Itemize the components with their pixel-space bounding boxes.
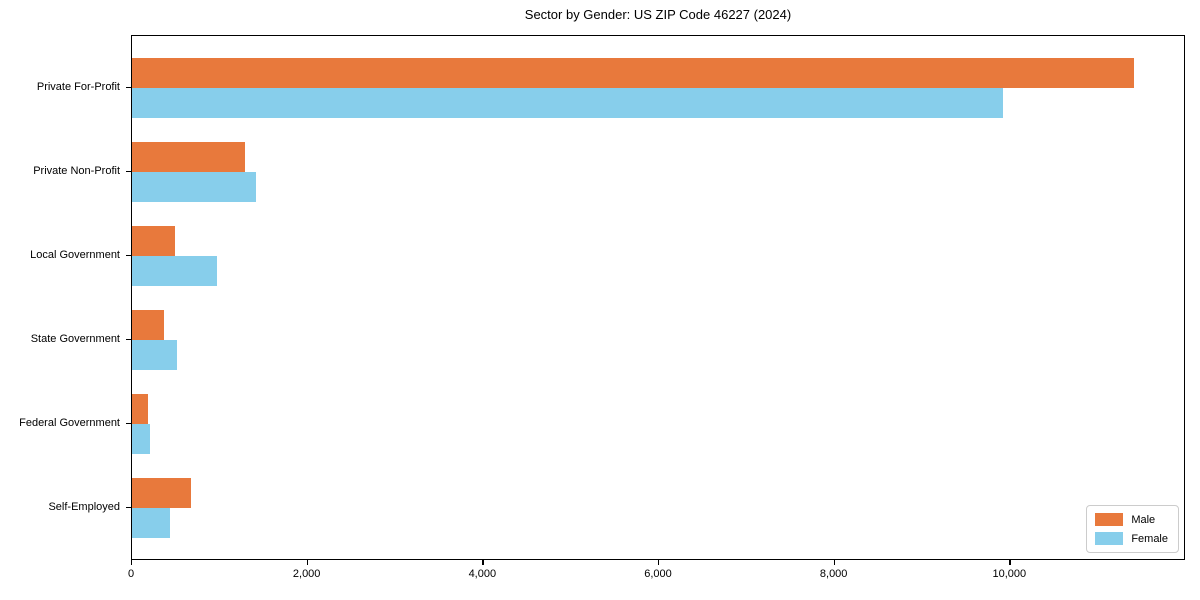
bar-male [132, 394, 149, 424]
x-tick-mark [131, 560, 133, 565]
bar-female [132, 424, 150, 454]
y-axis-label: Private Non-Profit [33, 165, 120, 177]
plot-area: Male Female [131, 35, 1185, 560]
x-tick-label: 0 [127, 568, 135, 580]
y-tick-mark [126, 339, 131, 341]
legend-item-male: Male [1095, 513, 1168, 526]
x-tick-mark [306, 560, 309, 565]
legend-label: Female [1131, 532, 1168, 545]
x-tick-label: 8,000 [819, 568, 848, 580]
chart-title: Sector by Gender: US ZIP Code 46227 (202… [524, 7, 792, 22]
x-tick-label: 6,000 [644, 568, 672, 580]
bar-male [132, 226, 175, 256]
x-tick-mark [658, 560, 660, 565]
bar-female [132, 340, 177, 370]
y-axis-label: State Government [30, 333, 120, 345]
x-tick-mark [833, 560, 836, 565]
bar-female [132, 88, 1004, 118]
bar-male [132, 58, 1135, 88]
bar-male [132, 310, 165, 340]
bar-female [132, 256, 218, 286]
legend-label: Male [1131, 513, 1156, 526]
x-tick-label: 2,000 [292, 568, 321, 580]
y-axis-label: Local Government [30, 249, 120, 261]
legend-swatch-female [1095, 532, 1124, 545]
y-tick-mark [126, 423, 131, 425]
y-axis-label: Federal Government [19, 417, 120, 429]
x-tick-mark [1009, 560, 1011, 565]
legend-swatch-male [1095, 513, 1124, 526]
bar-male [132, 478, 191, 508]
y-axis-label: Self-Employed [48, 501, 120, 513]
y-tick-mark [126, 255, 131, 257]
y-tick-mark [126, 507, 131, 509]
y-axis-label: Private For-Profit [36, 81, 120, 93]
y-tick-mark [126, 87, 131, 89]
legend-item-female: Female [1095, 532, 1168, 545]
bar-female [132, 508, 171, 538]
legend: Male Female [1086, 505, 1179, 553]
bar-male [132, 142, 246, 172]
x-tick-mark [482, 560, 484, 565]
x-tick-label: 4,000 [468, 568, 497, 580]
bar-female [132, 172, 256, 202]
y-tick-mark [126, 171, 131, 173]
x-tick-label: 10,000 [992, 568, 1027, 580]
